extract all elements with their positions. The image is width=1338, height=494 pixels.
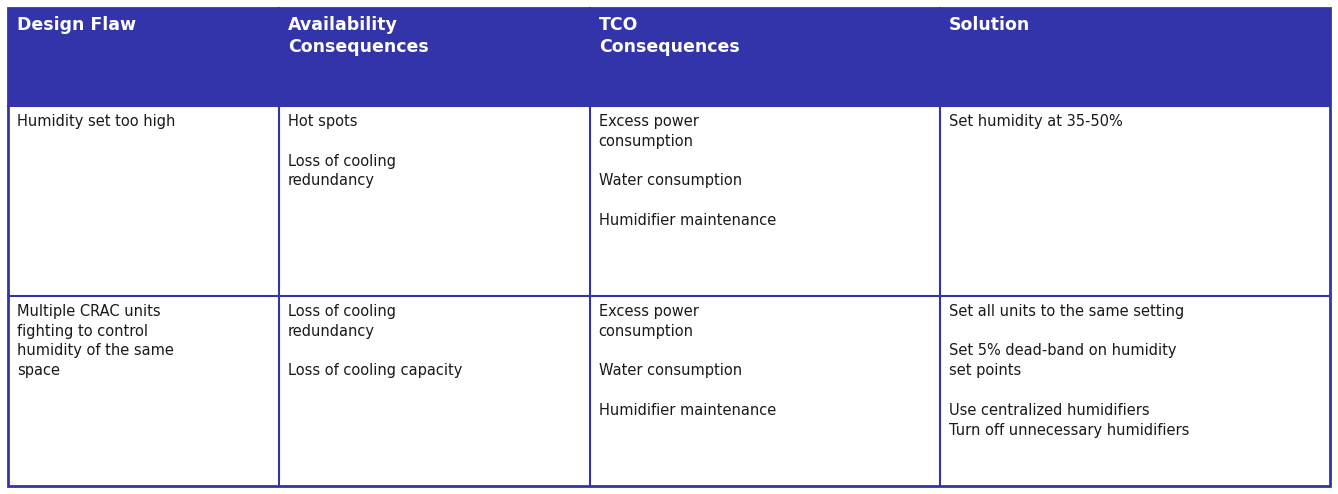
Bar: [941, 296, 1330, 486]
Text: Design Flaw: Design Flaw: [17, 16, 136, 34]
Bar: [941, 8, 1330, 106]
Bar: [941, 106, 1330, 296]
Bar: [8, 106, 280, 296]
Text: Availability
Consequences: Availability Consequences: [288, 16, 428, 55]
Bar: [8, 8, 280, 106]
Text: Humidity set too high: Humidity set too high: [17, 114, 175, 129]
Bar: [280, 296, 590, 486]
Text: Set humidity at 35-50%: Set humidity at 35-50%: [949, 114, 1123, 129]
Bar: [590, 296, 941, 486]
Bar: [280, 106, 590, 296]
Bar: [590, 8, 941, 106]
Text: Hot spots

Loss of cooling
redundancy: Hot spots Loss of cooling redundancy: [288, 114, 396, 188]
Text: TCO
Consequences: TCO Consequences: [598, 16, 740, 55]
Bar: [8, 296, 280, 486]
Text: Set all units to the same setting

Set 5% dead-band on humidity
set points

Use : Set all units to the same setting Set 5%…: [949, 304, 1189, 438]
Bar: [590, 106, 941, 296]
Text: Multiple CRAC units
fighting to control
humidity of the same
space: Multiple CRAC units fighting to control …: [17, 304, 174, 378]
Text: Solution: Solution: [949, 16, 1030, 34]
Bar: [280, 8, 590, 106]
Text: Excess power
consumption

Water consumption

Humidifier maintenance: Excess power consumption Water consumpti…: [598, 114, 776, 228]
Text: Loss of cooling
redundancy

Loss of cooling capacity: Loss of cooling redundancy Loss of cooli…: [288, 304, 463, 378]
Text: Excess power
consumption

Water consumption

Humidifier maintenance: Excess power consumption Water consumpti…: [598, 304, 776, 418]
